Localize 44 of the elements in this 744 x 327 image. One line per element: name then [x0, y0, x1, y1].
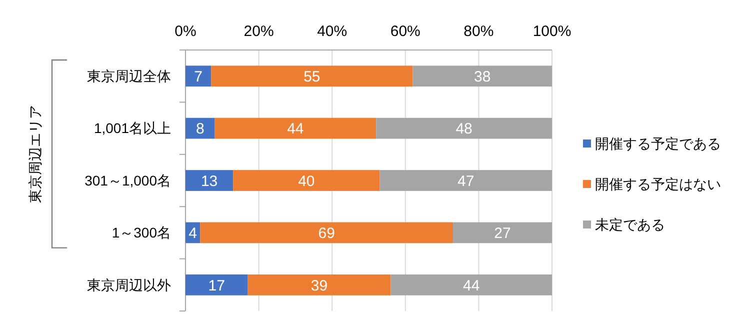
y-tick-label: 1,001名以上	[94, 120, 171, 136]
x-tick-label: 20%	[244, 23, 274, 40]
data-label: 38	[474, 68, 491, 86]
bar	[376, 118, 552, 139]
data-label: 69	[318, 225, 335, 242]
data-label: 47	[458, 172, 474, 190]
data-label: 17	[208, 277, 225, 294]
x-tick-label: 40%	[317, 23, 348, 40]
legend-label: 未定である	[595, 216, 665, 233]
data-label: 4	[188, 225, 197, 242]
legend-label: 開催する予定はない	[595, 176, 721, 192]
bar	[211, 66, 413, 87]
y-tick-label: 301～1,000名	[84, 172, 171, 188]
data-label: 44	[287, 120, 304, 138]
y-tick-label: 東京周辺以外	[87, 276, 171, 293]
data-label: 8	[196, 120, 204, 138]
x-tick-label: 100%	[532, 23, 572, 40]
bar	[186, 274, 248, 296]
data-label: 39	[310, 277, 328, 294]
data-label: 13	[200, 172, 218, 190]
text: 東京周辺エリア	[27, 104, 44, 203]
y-tick-label: 1～300名	[112, 224, 171, 241]
legend-label: 開催する予定である	[595, 136, 721, 152]
bar	[248, 274, 391, 296]
bar	[200, 222, 454, 244]
x-tick-label: 80%	[464, 23, 494, 40]
bar	[233, 170, 380, 191]
data-label: 7	[194, 68, 202, 86]
data-label: 27	[494, 225, 511, 242]
x-tick-label: 0%	[174, 23, 196, 40]
bar	[412, 66, 552, 87]
data-label: 44	[463, 277, 480, 294]
bar	[453, 222, 552, 244]
data-label: 48	[456, 120, 472, 138]
bar	[186, 118, 215, 139]
data-label: 55	[304, 68, 320, 86]
x-tick-label: 60%	[390, 23, 420, 40]
y-tick-label: 東京周辺全体	[87, 68, 171, 84]
bar	[380, 170, 552, 191]
bar	[390, 274, 552, 296]
bar	[186, 170, 234, 191]
bar	[214, 118, 376, 139]
data-label: 40	[298, 172, 315, 190]
bar	[186, 66, 212, 87]
